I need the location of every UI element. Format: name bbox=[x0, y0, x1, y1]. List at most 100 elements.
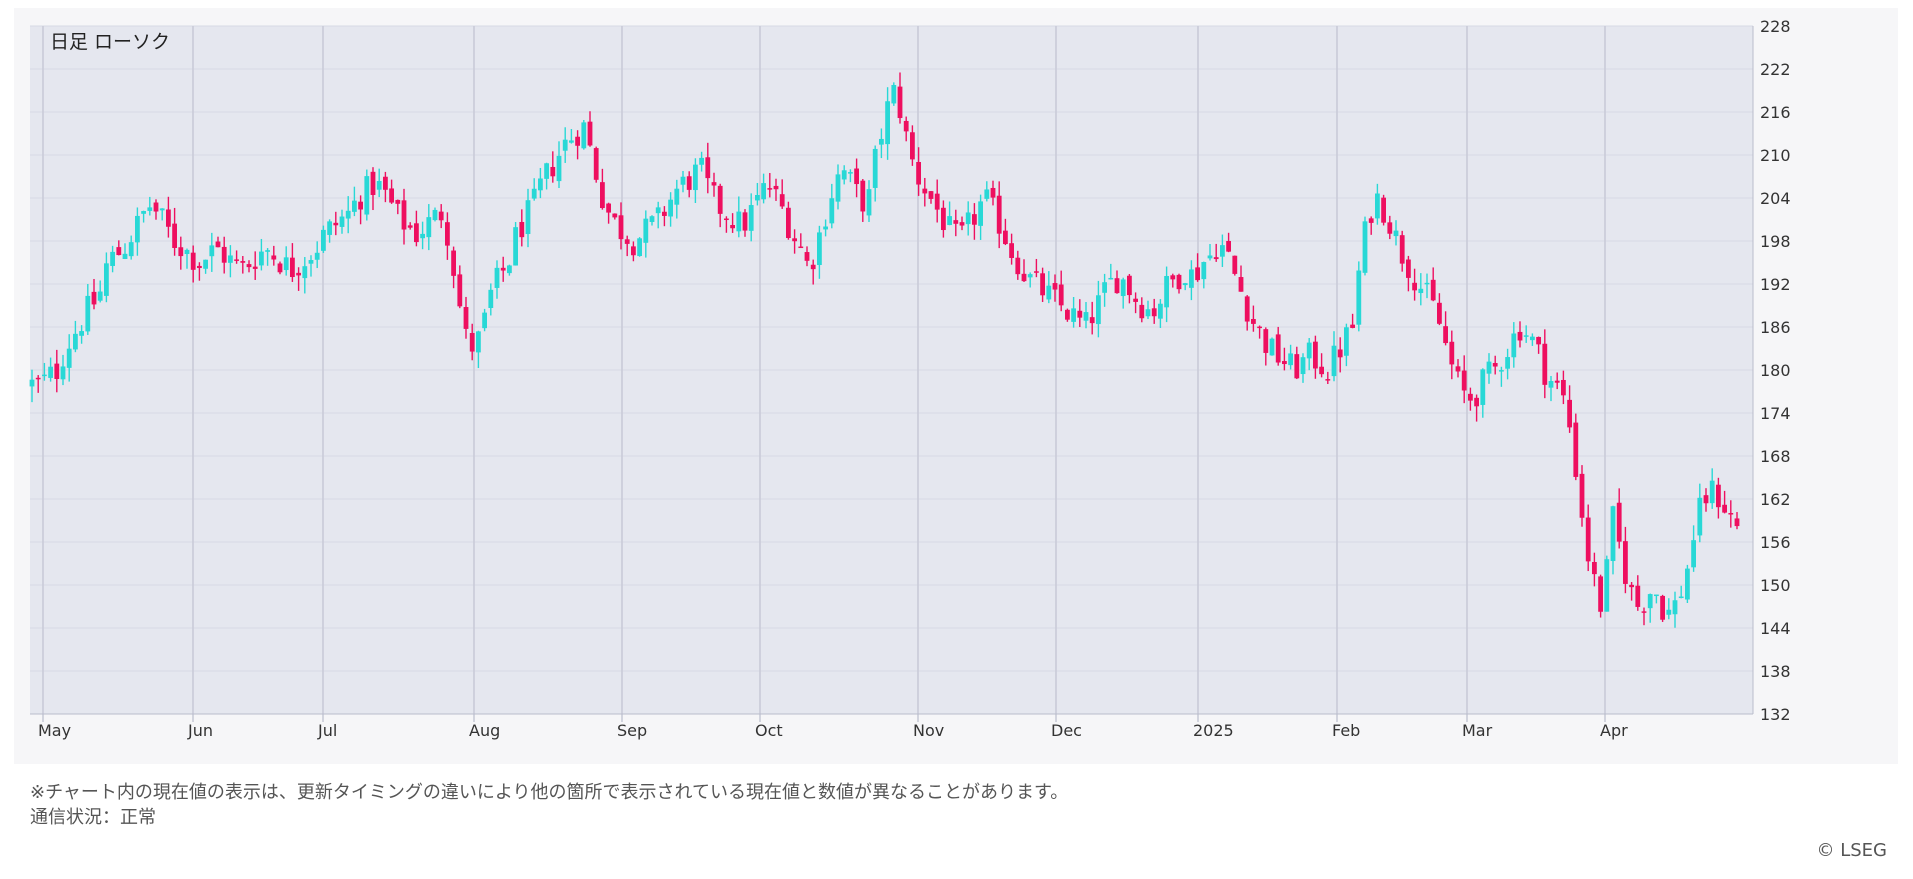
candle-up bbox=[147, 207, 153, 211]
candle-down bbox=[606, 203, 611, 213]
candle-up bbox=[1548, 381, 1554, 388]
candle-down bbox=[1734, 518, 1740, 527]
x-tick-label: Jul bbox=[317, 721, 337, 740]
candle-down bbox=[246, 264, 252, 268]
candle-up bbox=[420, 233, 425, 239]
candle-up bbox=[978, 201, 983, 226]
candle-up bbox=[649, 216, 655, 222]
candle-down bbox=[1127, 275, 1132, 296]
candle-down bbox=[575, 136, 580, 146]
candle-down bbox=[221, 246, 227, 263]
candle-down bbox=[1554, 380, 1560, 383]
candle-down bbox=[1381, 197, 1386, 223]
candle-down bbox=[1275, 334, 1281, 363]
candle-down bbox=[1325, 379, 1331, 381]
candle-up bbox=[1523, 335, 1529, 337]
y-tick-label: 216 bbox=[1760, 103, 1791, 122]
candle-up bbox=[482, 312, 487, 329]
candle-down bbox=[1337, 349, 1343, 358]
candle-down bbox=[1058, 284, 1064, 306]
candle-up bbox=[1418, 288, 1424, 294]
candle-down bbox=[1170, 275, 1176, 280]
candle-down bbox=[1492, 362, 1498, 367]
candle-down bbox=[916, 161, 921, 185]
candle-down bbox=[1455, 366, 1461, 372]
candle-up bbox=[122, 253, 128, 259]
candle-up bbox=[209, 245, 215, 257]
candle-down bbox=[959, 222, 965, 226]
candle-up bbox=[128, 242, 134, 257]
candle-down bbox=[383, 176, 388, 190]
candle-down bbox=[1350, 324, 1355, 328]
chart-container: 132 138 144 150 156 162 168 174 180 186 192 198 204 2… bbox=[29, 17, 1791, 740]
candle-down bbox=[810, 264, 816, 270]
candle-down bbox=[1716, 484, 1721, 508]
candle-up bbox=[1697, 497, 1703, 536]
candle-down bbox=[1430, 279, 1436, 301]
candle-down bbox=[1567, 399, 1572, 428]
candle-down bbox=[333, 222, 339, 226]
candle-down bbox=[624, 239, 630, 244]
candle-up bbox=[364, 176, 370, 215]
candle-down bbox=[972, 214, 977, 225]
candle-up bbox=[823, 226, 828, 230]
candle-up bbox=[637, 238, 642, 257]
candle-down bbox=[1244, 296, 1250, 322]
candle-up bbox=[1344, 327, 1349, 356]
candle-down bbox=[414, 223, 419, 243]
candle-up bbox=[352, 200, 357, 212]
candle-up bbox=[891, 84, 897, 104]
candle-up bbox=[97, 291, 103, 301]
y-tick-label: 222 bbox=[1760, 60, 1791, 79]
candle-down bbox=[395, 199, 401, 204]
candle-up bbox=[1164, 275, 1169, 308]
candle-up bbox=[674, 188, 680, 205]
candle-down bbox=[934, 193, 940, 210]
candle-down bbox=[463, 307, 469, 329]
candle-down bbox=[1077, 310, 1083, 318]
candle-down bbox=[469, 333, 475, 352]
candle-up bbox=[1610, 506, 1616, 562]
candle-up bbox=[104, 263, 109, 296]
candle-down bbox=[996, 195, 1002, 234]
y-tick-label: 168 bbox=[1760, 447, 1791, 466]
candle-up bbox=[1083, 312, 1089, 321]
candle-up bbox=[817, 232, 822, 266]
candle-up bbox=[110, 251, 115, 266]
candle-down bbox=[860, 180, 866, 212]
candle-up bbox=[879, 138, 884, 145]
candle-up bbox=[984, 189, 990, 199]
candle-down bbox=[1257, 326, 1262, 329]
candles bbox=[29, 72, 1740, 628]
candle-up bbox=[135, 215, 140, 243]
candle-up bbox=[544, 163, 549, 179]
candle-down bbox=[1579, 473, 1585, 518]
candle-up bbox=[476, 331, 481, 353]
candle-up bbox=[525, 200, 531, 235]
candle-up bbox=[1530, 336, 1535, 341]
candle-up bbox=[308, 260, 314, 264]
candle-up bbox=[159, 208, 165, 211]
candle-down bbox=[1089, 317, 1095, 324]
candle-up bbox=[866, 189, 872, 216]
candle-up bbox=[736, 211, 742, 232]
y-axis-ticks: 132 138 144 150 156 162 168 174 180 186 192 198 204 2… bbox=[1760, 17, 1791, 724]
candle-up bbox=[1071, 308, 1076, 322]
candle-down bbox=[1065, 309, 1070, 320]
copyright-label: © LSEG bbox=[1816, 840, 1888, 861]
candle-down bbox=[519, 221, 525, 238]
candle-up bbox=[1499, 370, 1504, 372]
candle-down bbox=[116, 247, 122, 256]
x-axis-ticks: May Jun Jul Aug Sep Oct Nov Dec 2025 Feb Mar Apr bbox=[38, 721, 1628, 740]
candle-up bbox=[581, 122, 587, 149]
candle-up bbox=[1678, 596, 1684, 599]
candle-up bbox=[1666, 609, 1672, 615]
candle-down bbox=[1052, 283, 1058, 290]
candle-up bbox=[761, 183, 766, 200]
candle-down bbox=[1387, 222, 1393, 234]
y-tick-label: 138 bbox=[1760, 662, 1791, 681]
candle-down bbox=[358, 201, 363, 210]
candle-down bbox=[445, 222, 450, 246]
candle-down bbox=[1003, 230, 1008, 245]
candle-up bbox=[1201, 262, 1207, 280]
